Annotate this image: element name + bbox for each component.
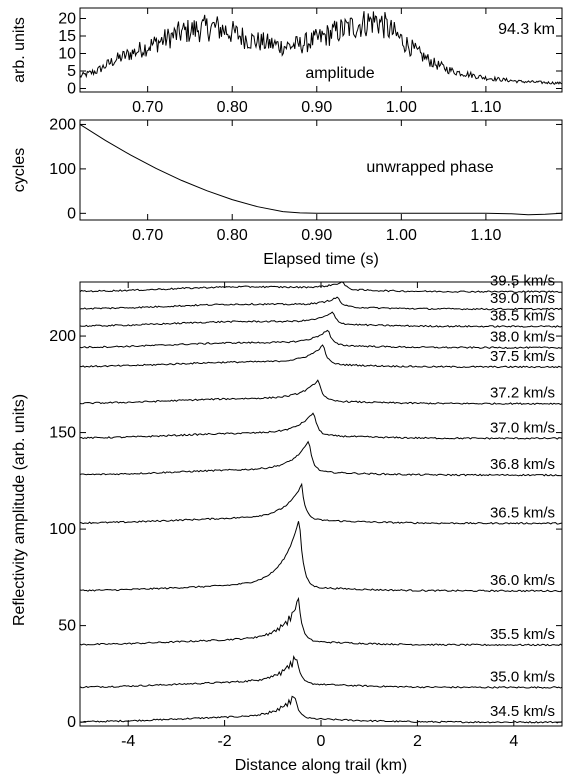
reflectivity-series-line: [79, 695, 563, 724]
amplitude-xtick-label: 0.70: [132, 99, 163, 116]
phase-ytick-label: 200: [49, 116, 76, 133]
reflectivity-xtick-label: 0: [317, 733, 326, 750]
reflectivity-series-group: 34.5 km/s 35.0 km/s 35.5 km/s 36.0 km/s 36.5…: [79, 273, 563, 724]
amplitude-ytick-label: 20: [58, 11, 76, 28]
phase-panel: 0.70 0.80 0.90 1.00 1.10 0 100 200 unwrapped ph…: [11, 116, 563, 268]
reflectivity-series-label: 36.8 km/s: [490, 456, 555, 473]
amplitude-plot-frame: [79, 7, 563, 93]
phase-ylabel: cycles: [11, 148, 28, 192]
phase-xlabel: Elapsed time (s): [263, 251, 379, 268]
reflectivity-ytick-label: 50: [58, 618, 76, 635]
amplitude-ytick-label: 10: [58, 46, 76, 63]
reflectivity-axes: -4 -2 0 2 4 0 50 100 150 200: [49, 282, 562, 750]
phase-series-label: unwrapped phase: [366, 159, 493, 176]
amplitude-xtick-label: 0.90: [301, 99, 332, 116]
reflectivity-series-label: 36.5 km/s: [490, 504, 555, 521]
reflectivity-xtick-label: 2: [413, 733, 422, 750]
reflectivity-series-label: 35.5 km/s: [490, 626, 555, 643]
amplitude-series-line: [79, 11, 563, 85]
reflectivity-series-line: [79, 412, 563, 440]
reflectivity-series-line: [79, 281, 563, 293]
phase-xtick-label: 0.80: [217, 227, 248, 244]
phase-plot-frame: [79, 119, 563, 221]
phase-xtick-label: 0.70: [132, 227, 163, 244]
reflectivity-ytick-label: 200: [49, 328, 76, 345]
reflectivity-series-line: [79, 329, 563, 349]
phase-xtick-label: 1.00: [386, 227, 417, 244]
reflectivity-series-line: [79, 596, 563, 647]
amplitude-ytick-label: 5: [67, 63, 76, 80]
phase-xtick-label: 1.10: [470, 227, 501, 244]
reflectivity-ytick-label: 100: [49, 521, 76, 538]
reflectivity-ylabel: Reflectivity amplitude (arb. units): [11, 394, 28, 626]
reflectivity-series-line: [79, 440, 563, 477]
reflectivity-series-label: 35.0 km/s: [490, 668, 555, 685]
reflectivity-xtick-label: -4: [121, 733, 135, 750]
reflectivity-ytick-label: 0: [67, 714, 76, 731]
phase-axes: 0.70 0.80 0.90 1.00 1.10 0 100 200: [49, 116, 562, 244]
reflectivity-xtick-label: -2: [217, 733, 231, 750]
phase-series-line: [79, 123, 563, 216]
reflectivity-series-label: 36.0 km/s: [490, 572, 555, 589]
reflectivity-series-line: [79, 521, 563, 593]
reflectivity-xlabel: Distance along trail (km): [235, 757, 408, 774]
reflectivity-xtick-label: 4: [509, 733, 518, 750]
reflectivity-series-label: 37.0 km/s: [490, 419, 555, 436]
amplitude-annotation: 94.3 km: [498, 21, 555, 38]
reflectivity-series-label: 38.5 km/s: [490, 307, 555, 324]
reflectivity-series-line: [79, 311, 563, 328]
reflectivity-series-label: 39.0 km/s: [490, 290, 555, 307]
reflectivity-series-label: 37.2 km/s: [490, 385, 555, 402]
amplitude-ylabel: arb. units: [11, 17, 28, 83]
reflectivity-series-line: [79, 344, 563, 369]
reflectivity-series-label: 38.0 km/s: [490, 329, 555, 346]
reflectivity-panel: -4 -2 0 2 4 0 50 100 150 200 34.5 km/s 35.0 km/s 35…: [11, 273, 563, 774]
amplitude-xtick-label: 1.00: [386, 99, 417, 116]
reflectivity-ytick-label: 150: [49, 425, 76, 442]
reflectivity-series-line: [79, 296, 563, 311]
reflectivity-series-label: 37.5 km/s: [490, 348, 555, 365]
phase-ytick-label: 0: [67, 205, 76, 222]
amplitude-xtick-label: 1.10: [470, 99, 501, 116]
amplitude-ytick-label: 0: [67, 81, 76, 98]
reflectivity-series-label: 34.5 km/s: [490, 703, 555, 720]
reflectivity-series-label: 39.5 km/s: [490, 273, 555, 290]
phase-ytick-label: 100: [49, 161, 76, 178]
amplitude-xtick-label: 0.80: [217, 99, 248, 116]
reflectivity-series-line: [79, 655, 563, 689]
reflectivity-series-line: [79, 482, 563, 525]
reflectivity-series-line: [79, 379, 563, 406]
phase-xtick-label: 0.90: [301, 227, 332, 244]
amplitude-ytick-label: 15: [58, 28, 76, 45]
amplitude-series-label: amplitude: [305, 65, 374, 82]
